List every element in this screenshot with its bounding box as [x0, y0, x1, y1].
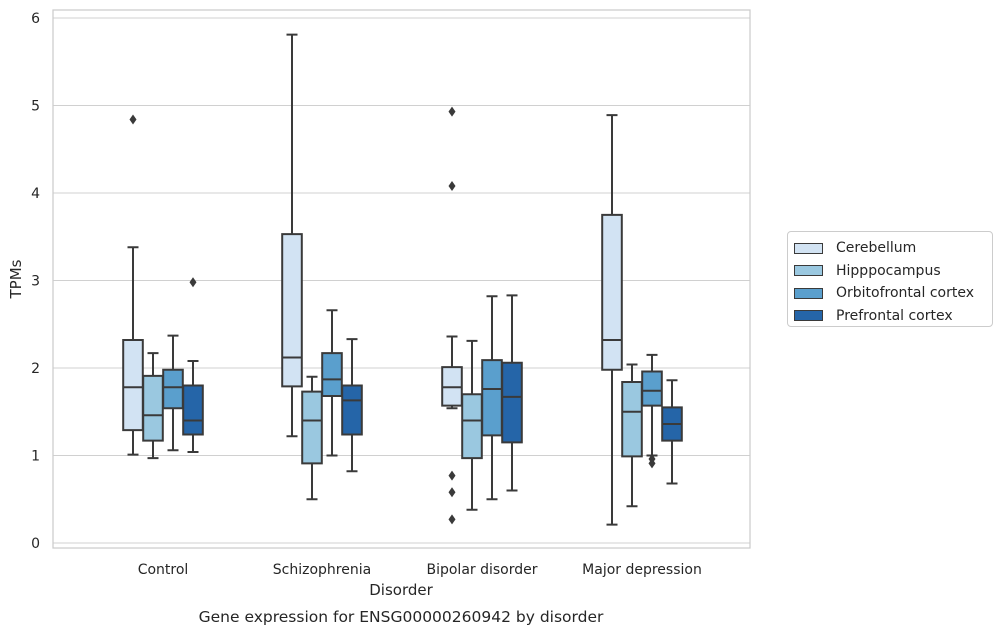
tick-labels: 0 1 2 3 4 5 6 Control Schizophrenia Bipolar disor…	[31, 11, 702, 578]
iqr-box	[501, 361, 523, 444]
legend-item-orbitofrontal-cortex: Orbitofrontal cortex	[794, 282, 992, 305]
outlier-point	[448, 181, 456, 191]
box-0-2	[441, 106, 463, 525]
iqr-box	[182, 384, 204, 436]
y-tick-label: 6	[31, 11, 40, 27]
legend-swatch-hippocampus	[794, 265, 823, 277]
iqr-box	[122, 339, 144, 432]
x-tick-label: Schizophrenia	[273, 562, 371, 578]
outlier-point	[129, 114, 137, 125]
y-tick-label: 5	[31, 99, 40, 115]
legend-swatch-orbitofrontal-cortex	[794, 287, 823, 299]
y-tick-label: 2	[31, 361, 40, 377]
iqr-box	[341, 384, 363, 436]
iqr-box	[481, 359, 503, 437]
legend-label-cerebellum: Cerebellum	[836, 240, 917, 257]
outlier-point	[448, 106, 456, 117]
legend-item-prefrontal-cortex: Prefrontal cortex	[794, 305, 992, 328]
box-3-1	[341, 338, 363, 473]
legend-label-hippocampus: Hipppocampus	[836, 262, 941, 279]
x-tick-label: Bipolar disorder	[426, 562, 537, 578]
legend-swatch-prefrontal-cortex	[794, 310, 823, 322]
iqr-box	[162, 368, 184, 410]
outlier-point	[648, 458, 656, 469]
gridlines	[53, 17, 750, 544]
outlier-point	[448, 470, 456, 481]
box-3-3	[661, 379, 683, 485]
boxes	[122, 33, 683, 526]
plot-area-frame	[52, 9, 751, 549]
y-axis-label: TPMs	[7, 259, 25, 299]
iqr-box	[301, 390, 323, 465]
box-1-2	[461, 339, 483, 511]
y-tick-label: 0	[31, 536, 40, 552]
box-3-2	[501, 294, 523, 492]
legend-label-prefrontal-cortex: Prefrontal cortex	[836, 307, 953, 324]
chart-title: Gene expression for ENSG00000260942 by d…	[199, 608, 604, 626]
legend-swatch-cerebellum	[794, 242, 823, 254]
x-tick-label: Control	[138, 562, 189, 578]
iqr-box	[142, 374, 164, 442]
box-2-3	[641, 353, 663, 469]
y-tick-label: 1	[31, 449, 40, 465]
box-2-0	[162, 334, 184, 452]
x-tick-label: Major depression	[582, 562, 702, 578]
iqr-box	[641, 370, 663, 407]
box-1-1	[301, 375, 323, 501]
outlier-point	[448, 487, 456, 498]
legend: Cerebellum Hipppocampus Orbitofrontal co…	[787, 231, 993, 327]
box-2-2	[481, 295, 503, 501]
box-1-0	[142, 352, 164, 460]
box-0-0	[122, 114, 144, 456]
box-2-1	[321, 309, 343, 457]
box-0-3	[601, 114, 623, 526]
iqr-box	[321, 352, 343, 397]
outlier-point	[448, 514, 456, 525]
y-tick-label: 4	[31, 186, 40, 202]
box-3-0	[182, 277, 204, 453]
iqr-box	[601, 213, 623, 371]
iqr-box	[461, 393, 483, 460]
iqr-box	[281, 233, 303, 388]
legend-label-orbitofrontal-cortex: Orbitofrontal cortex	[836, 285, 974, 302]
box-1-3	[621, 363, 643, 508]
box-0-1	[281, 33, 303, 438]
iqr-box	[621, 381, 643, 458]
legend-item-cerebellum: Cerebellum	[794, 237, 992, 260]
outlier-point	[189, 277, 197, 288]
legend-item-hippocampus: Hipppocampus	[794, 260, 992, 283]
y-tick-label: 3	[31, 274, 40, 290]
x-axis-label: Disorder	[369, 581, 433, 599]
